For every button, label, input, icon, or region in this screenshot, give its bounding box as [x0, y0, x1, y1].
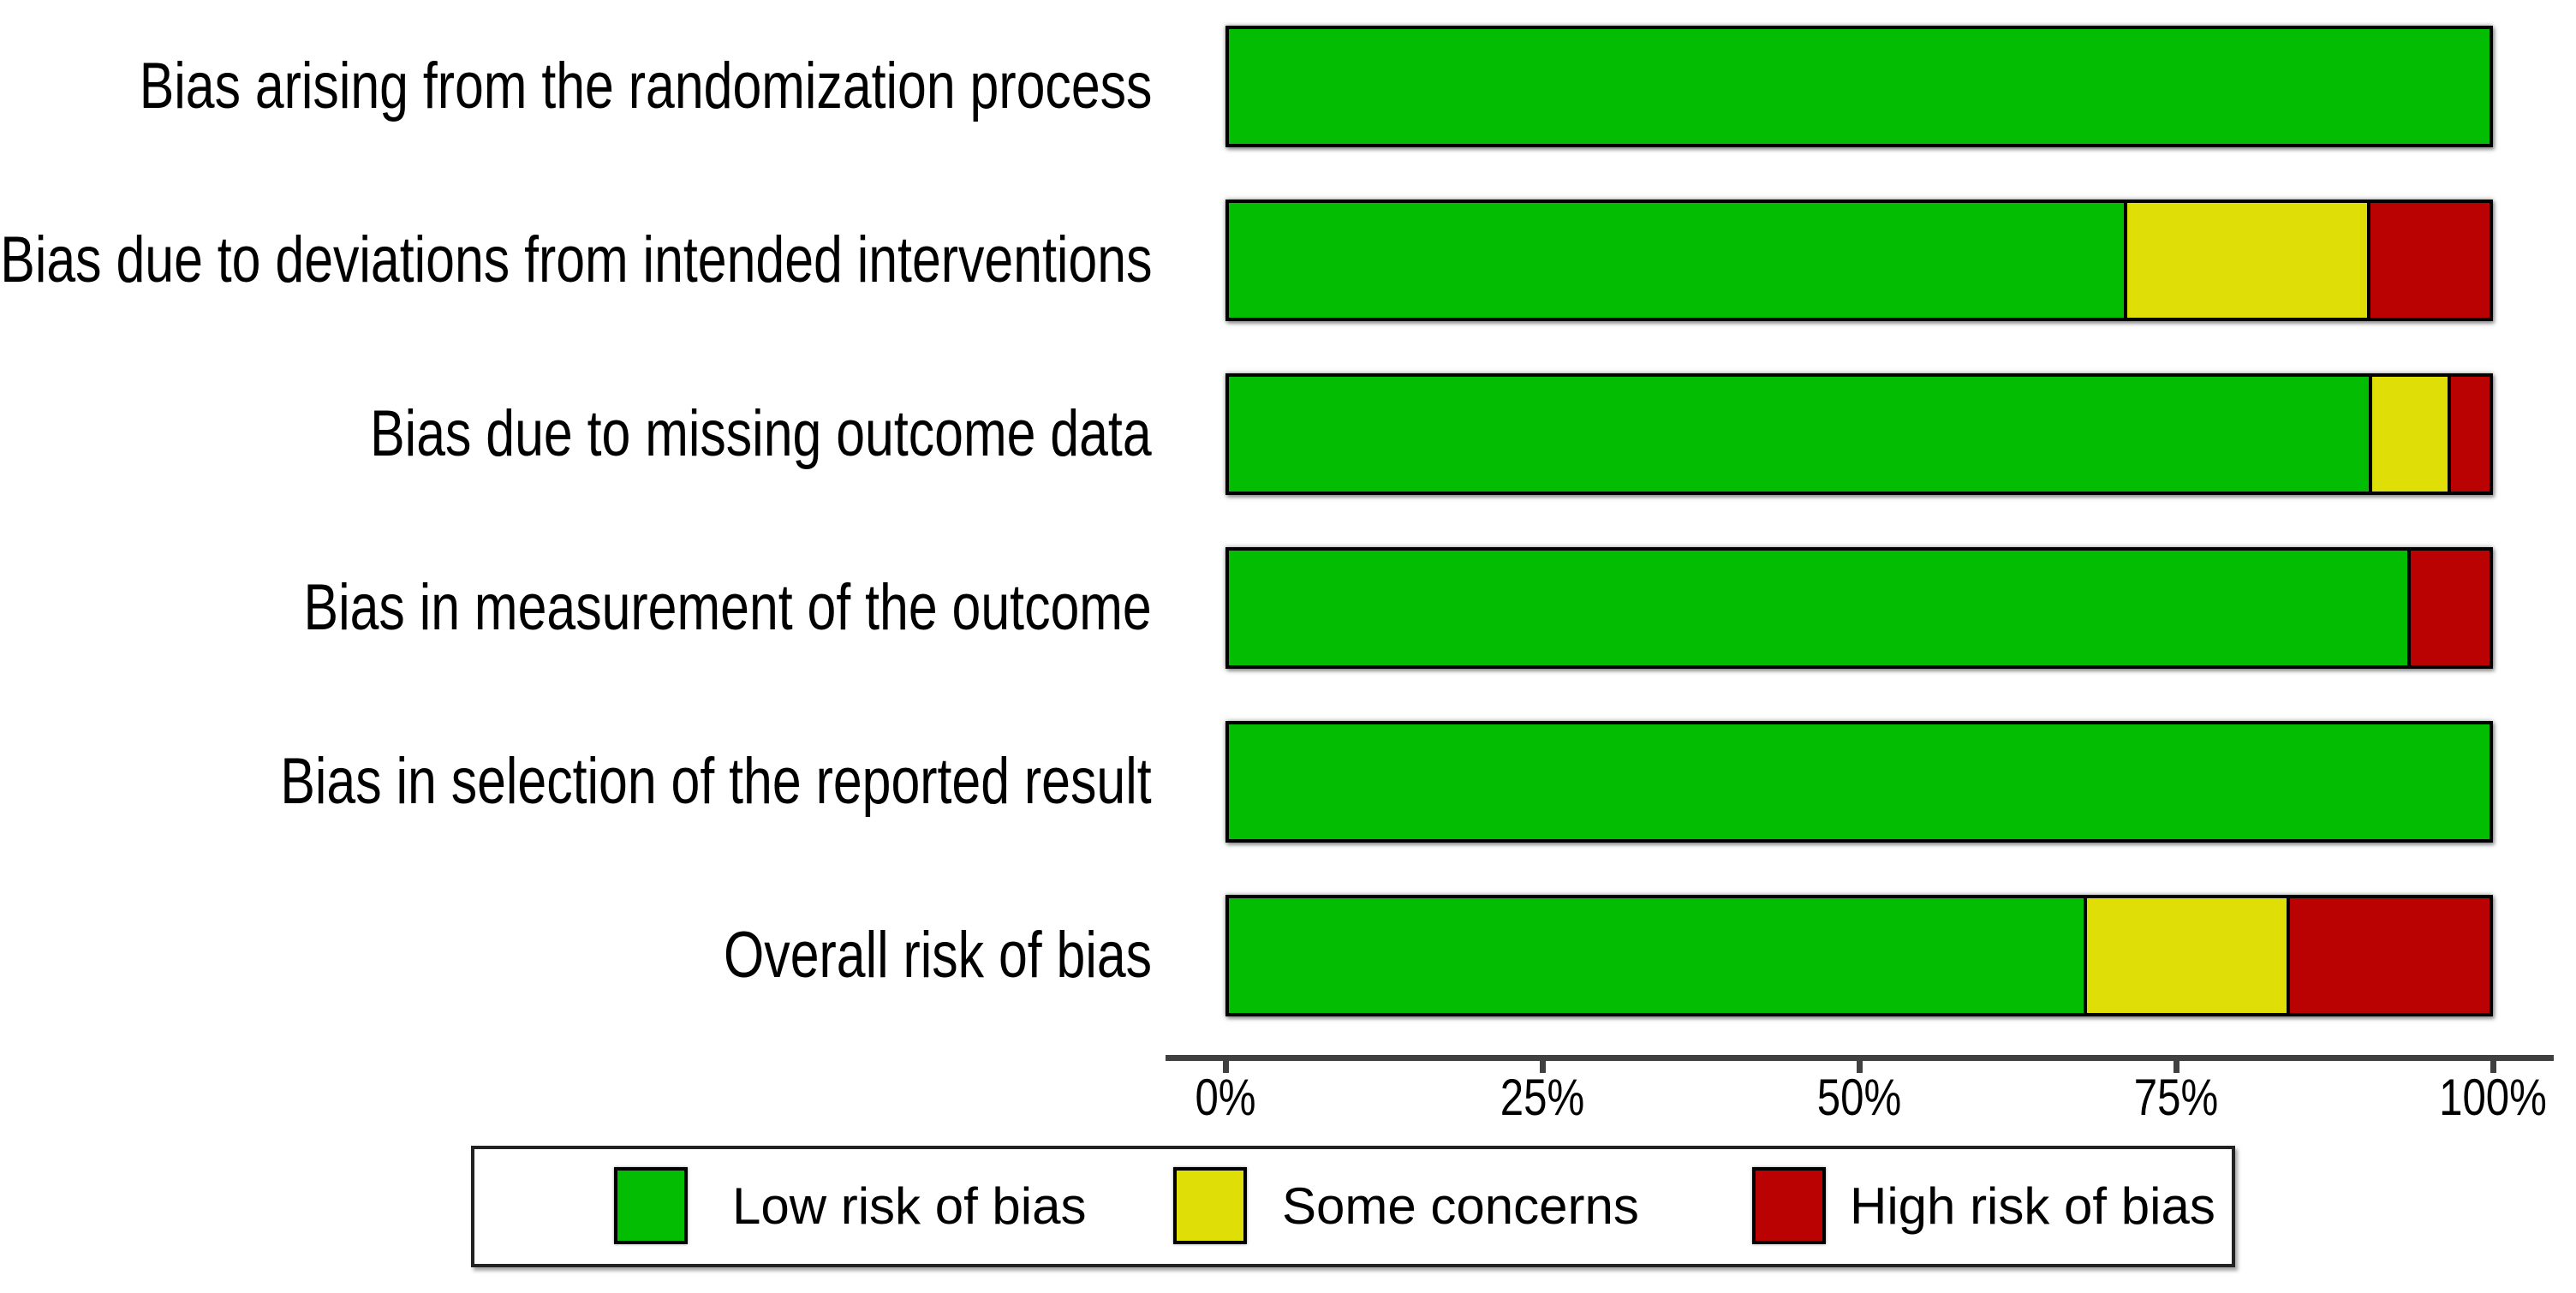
legend-swatch-high-risk: [1752, 1167, 1826, 1244]
legend-label-high-risk: High risk of bias: [1850, 1149, 2215, 1264]
stacked-bar: [1225, 547, 2493, 669]
x-axis-line: [1166, 1055, 2554, 1061]
legend-label-low-risk: Low risk of bias: [732, 1149, 1087, 1264]
bar-segment-some: [2124, 203, 2368, 318]
legend-text-some-concerns: Some concerns: [1282, 1177, 1639, 1235]
bar-segment-low: [1229, 898, 2084, 1013]
chart-row: Overall risk of bias: [0, 895, 2576, 1016]
category-label: Bias arising from the randomization proc…: [0, 26, 1152, 147]
x-axis-tick-label: 75%: [2133, 1069, 2219, 1126]
bar-segment-low: [1229, 203, 2125, 318]
chart-row: Bias in measurement of the outcome: [0, 547, 2576, 669]
stacked-bar: [1225, 26, 2493, 147]
x-axis-tick: [1223, 1060, 1229, 1073]
category-label-text: Bias in selection of the reported result: [280, 745, 1152, 818]
x-axis-tick: [1540, 1060, 1546, 1073]
legend-swatch-low-risk: [614, 1167, 688, 1244]
x-axis-tick: [1857, 1060, 1863, 1073]
legend-text-low-risk: Low risk of bias: [732, 1177, 1087, 1235]
chart-row: Bias in selection of the reported result: [0, 721, 2576, 843]
bar-segment-high: [2407, 551, 2490, 665]
chart-row: Bias due to missing outcome data: [0, 373, 2576, 495]
legend-label-some-concerns: Some concerns: [1282, 1149, 1639, 1264]
chart-row: Bias arising from the randomization proc…: [0, 26, 2576, 147]
bar-segment-low: [1229, 724, 2490, 839]
x-axis-tick: [2174, 1060, 2179, 1073]
legend: Low risk of bias Some concerns High risk…: [471, 1146, 2235, 1267]
category-label-text: Bias due to missing outcome data: [370, 397, 1152, 470]
x-axis-tick-label: 100%: [2439, 1069, 2547, 1126]
legend-text-high-risk: High risk of bias: [1850, 1177, 2215, 1235]
category-label: Bias due to deviations from intended int…: [0, 200, 1152, 321]
bar-segment-high: [2448, 377, 2490, 492]
category-label-text: Overall risk of bias: [723, 919, 1152, 992]
x-axis-tick-label: 25%: [1500, 1069, 1585, 1126]
bar-segment-low: [1229, 377, 2369, 492]
category-label-text: Bias due to deviations from intended int…: [0, 223, 1152, 296]
stacked-bar: [1225, 895, 2493, 1016]
category-label-text: Bias arising from the randomization proc…: [139, 50, 1152, 122]
bar-segment-high: [2367, 203, 2490, 318]
legend-swatch-some-concerns: [1173, 1167, 1247, 1244]
category-label-text: Bias in measurement of the outcome: [303, 571, 1152, 644]
stacked-bar: [1225, 373, 2493, 495]
x-axis-tick-label: 0%: [1195, 1069, 1256, 1126]
bar-segment-some: [2368, 377, 2448, 492]
category-label: Bias due to missing outcome data: [0, 373, 1152, 495]
stacked-bar: [1225, 200, 2493, 321]
bar-segment-low: [1229, 551, 2408, 665]
x-axis-tick: [2490, 1060, 2496, 1073]
bar-segment-high: [2287, 898, 2490, 1013]
bar-segment-low: [1229, 29, 2490, 144]
category-label: Overall risk of bias: [0, 895, 1152, 1016]
x-axis-tick-label: 50%: [1816, 1069, 1902, 1126]
chart-row: Bias due to deviations from intended int…: [0, 200, 2576, 321]
category-label: Bias in selection of the reported result: [0, 721, 1152, 843]
category-label: Bias in measurement of the outcome: [0, 547, 1152, 669]
stacked-bar: [1225, 721, 2493, 843]
bar-segment-some: [2084, 898, 2287, 1013]
